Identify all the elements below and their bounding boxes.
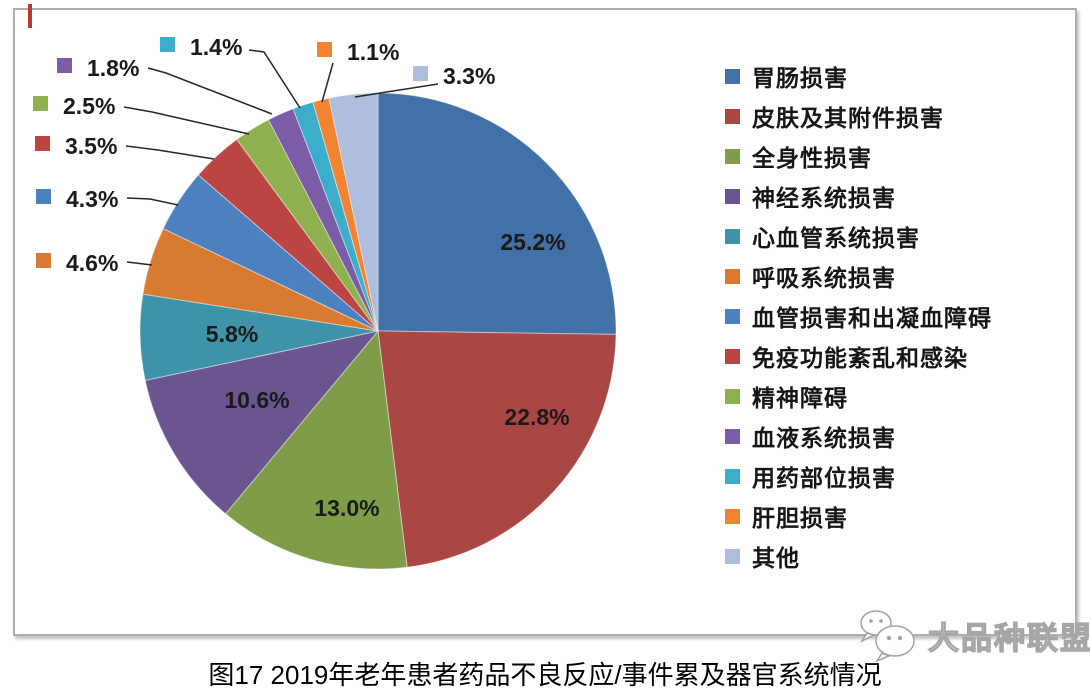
slice-value-label: 1.4% [190,34,242,60]
leader-line [321,62,334,103]
pie-slice-11 [292,101,379,332]
pie-slice-2 [377,330,617,568]
legend-label: 血管损害和出凝血障碍 [752,305,992,331]
legend-swatch [725,188,740,204]
callout-swatch [33,96,48,111]
legend-item: 全身性损害 [725,136,992,176]
callout-label: 3.5% [35,133,215,160]
legend-label: 其他 [752,545,800,571]
legend-swatch [725,508,740,524]
leader-line [125,145,215,160]
callout-label: 1.4% [160,34,301,109]
callout-swatch [36,189,51,204]
legend-label: 全身性损害 [752,145,872,171]
legend-label: 呼吸系统损害 [752,265,896,291]
chart-legend: 胃肠损害皮肤及其附件损害 全身性损害神经系统损害 心血管系统损害 呼吸系统损害血管损害… [725,56,992,576]
slice-value-label: 13.0% [314,495,379,521]
slice-value-label: 5.8% [206,321,258,347]
pie-slice-7 [162,174,379,332]
pie-chart: 25.2% 22.8% 13.0% 10.6% 5.8% 4.6% 4.3% 3.5% 2.5%… [33,34,617,570]
callout-label: 1.1% [317,39,399,103]
slice-value-label: 3.3% [443,63,495,89]
pie-slice-8 [197,138,379,332]
legend-swatch [725,348,740,364]
legend-item: 肝胆损害 [725,496,992,536]
slice-value-label: 4.6% [66,250,118,276]
slice-value-label: 1.1% [347,39,399,65]
legend-label: 免疫功能紊乱和感染 [752,345,968,371]
legend-swatch [725,268,740,284]
leader-line [126,197,179,206]
legend-swatch [725,108,740,124]
legend-item: 心血管系统损害 [725,216,992,256]
callout-swatch [36,253,51,268]
leader-line [126,261,153,266]
callout-label: 1.8% [57,55,273,115]
legend-swatch [725,308,740,324]
wechat-icon [859,610,915,662]
slice-value-label: 1.8% [87,55,139,81]
slice-value-label: 4.3% [66,186,118,212]
legend-swatch [725,468,740,484]
legend-item: 精神障碍 [725,376,992,416]
pie-slice-9 [236,119,379,332]
legend-item: 用药部位损害 [725,456,992,496]
pie-slice-6 [142,227,379,332]
legend-label: 肝胆损害 [752,505,848,531]
watermark-text: 大品种联盟 [927,620,1090,656]
pie-slice-4 [144,330,380,515]
callout-swatch [413,66,428,81]
slice-value-label: 2.5% [63,93,115,119]
legend-item: 血管损害和出凝血障碍 [725,296,992,336]
callout-label: 4.6% [36,250,153,276]
legend-label: 用药部位损害 [752,465,896,491]
callout-swatch [160,37,175,52]
legend-item: 胃肠损害 [725,56,992,96]
leader-line [248,49,301,109]
callout-swatch [57,58,72,73]
legend-item: 血液系统损害 [725,416,992,456]
chart-frame [13,8,1077,636]
legend-label: 心血管系统损害 [752,225,920,251]
pie-slice-10 [267,108,379,332]
slice-value-label: 3.5% [65,133,117,159]
slice-value-label: 10.6% [224,387,289,413]
legend-swatch [725,228,740,244]
callout-label: 2.5% [33,93,250,135]
legend-label: 胃肠损害 [752,65,848,91]
callout-label: 4.3% [36,186,179,212]
leader-line [147,67,273,115]
leader-line [354,83,439,98]
legend-label: 精神障碍 [752,385,848,411]
watermark: 大品种联盟 [854,608,1090,662]
red-tick-mark [28,4,32,28]
legend-item: 免疫功能紊乱和感染 [725,336,992,376]
legend-swatch [725,148,740,164]
pie-slice-5 [139,293,379,381]
legend-swatch [725,68,740,84]
callout-swatch [35,136,50,151]
legend-item: 其他 [725,536,992,576]
legend-swatch [725,388,740,404]
pie-slice-1 [377,92,617,335]
legend-label: 血液系统损害 [752,425,896,451]
callout-swatch [317,42,332,57]
pie-slice-12 [312,97,379,332]
legend-item: 皮肤及其附件损害 [725,96,992,136]
legend-label: 皮肤及其附件损害 [752,105,944,131]
leader-line [123,106,250,135]
legend-item: 神经系统损害 [725,176,992,216]
legend-swatch [725,428,740,444]
pie-slice-3 [224,329,408,570]
legend-swatch [725,548,740,564]
legend-item: 呼吸系统损害 [725,256,992,296]
slice-value-label: 22.8% [504,404,569,430]
callout-label: 3.3% [354,63,495,98]
figure-caption: 图17 2019年老年患者药品不良反应/事件累及器官系统情况 [208,660,882,690]
slice-value-label: 25.2% [500,229,565,255]
legend-label: 神经系统损害 [752,185,896,211]
